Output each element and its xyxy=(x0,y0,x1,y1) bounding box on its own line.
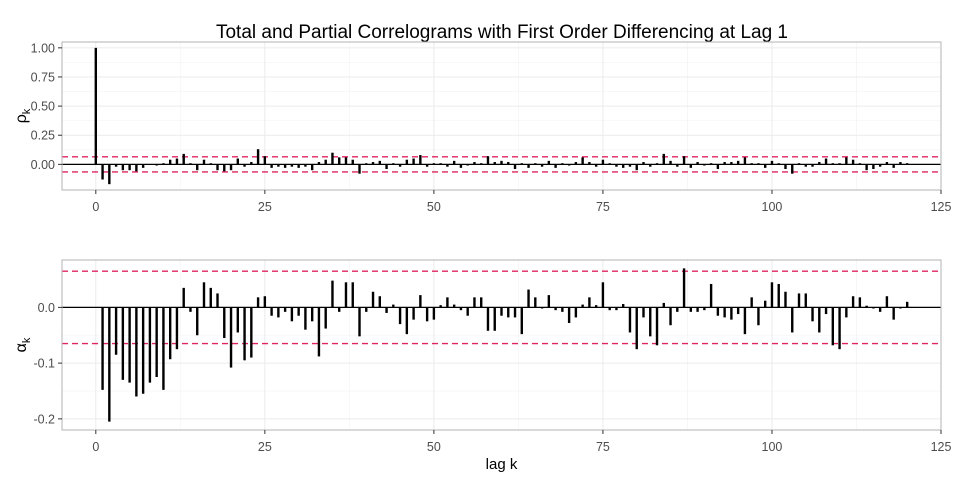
x-axis-label: lag k xyxy=(486,456,518,473)
x-tick-label: 125 xyxy=(931,440,952,454)
y-axis-label-symbol: α xyxy=(13,343,30,352)
y-tick-label: 0.50 xyxy=(31,100,55,114)
y-tick-label: 1.00 xyxy=(31,41,55,55)
panel-border xyxy=(61,259,942,431)
y-tick-label: -0.1 xyxy=(33,357,55,371)
panel-background xyxy=(62,42,941,190)
acf-panel: 0 25 50 75 100 125 0.00 0.25 0.50 0.75 1.00 ρk xyxy=(13,41,951,214)
x-tick-label: 50 xyxy=(427,200,441,214)
x-tick-label: 0 xyxy=(92,440,99,454)
y-tick-label: 0.0 xyxy=(38,301,55,315)
y-tick-label: 0.25 xyxy=(31,129,55,143)
x-tick-label: 0 xyxy=(92,200,99,214)
y-axis-label: ρk xyxy=(13,108,33,123)
panel-background xyxy=(62,260,941,430)
x-tick-label: 75 xyxy=(596,200,610,214)
x-tick-label: 125 xyxy=(931,200,952,214)
x-tick-label: 100 xyxy=(762,440,783,454)
chart-title: Total and Partial Correlograms with Firs… xyxy=(216,22,788,43)
y-tick-label: 0.75 xyxy=(31,70,55,84)
panel-border xyxy=(61,41,942,191)
y-axis-label-subscript: k xyxy=(21,337,33,343)
x-tick-label: 100 xyxy=(762,200,783,214)
y-tick-label: 0.00 xyxy=(31,158,55,172)
x-tick-label: 25 xyxy=(258,440,272,454)
pacf-panel: 0 25 50 75 100 125 -0.2 -0.1 0.0 αk lag k xyxy=(13,259,952,473)
x-tick-label: 50 xyxy=(427,440,441,454)
y-tick-label: -0.2 xyxy=(33,412,55,426)
y-axis-label: αk xyxy=(13,337,33,352)
y-axis-label-symbol: ρ xyxy=(13,114,30,123)
x-tick-label: 75 xyxy=(596,440,610,454)
y-axis-label-subscript: k xyxy=(21,108,33,114)
x-tick-label: 25 xyxy=(258,200,272,214)
